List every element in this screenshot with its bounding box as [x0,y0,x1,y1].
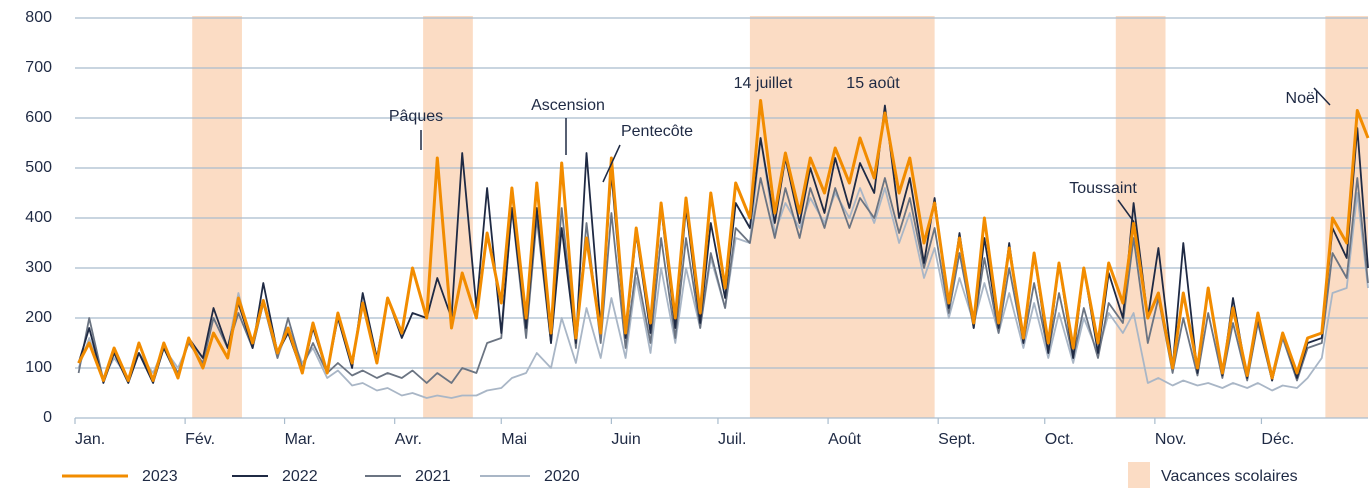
annotation: 15 août [846,75,900,92]
y-tick-label: 400 [25,209,52,226]
legend-label: 2021 [415,468,451,485]
x-tick-label: Août [828,431,861,448]
vacation-band [192,16,242,418]
y-tick-label: 300 [25,259,52,276]
grid: 0 100 200 300 400 500 600 700 800 Jan. Fév. Mar. Avr… [25,9,1368,448]
annotations: Pâques Ascension Pentecôte 14 juillet 15 aoû… [389,75,1331,223]
legend-label: 2023 [142,468,178,485]
y-tick-label: 600 [25,109,52,126]
x-tick-label: Nov. [1155,431,1187,448]
y-tick-label: 700 [25,59,52,76]
leader [1313,87,1331,106]
annotation: 14 juillet [734,75,793,92]
x-tick-label: Avr. [395,431,422,448]
legend-swatch [1128,462,1150,488]
legend-label: 2020 [544,468,580,485]
annotation: Pâques [389,108,443,125]
x-tick-label: Fév. [185,431,215,448]
legend: 2023 2022 2021 2020 Vacances scolaires [62,462,1298,488]
annotation: Toussaint [1069,180,1137,197]
series-line [77,99,1370,382]
y-tick-label: 200 [25,309,52,326]
vacation-band [423,16,473,418]
legend-label: 2022 [282,468,318,485]
x-tick-label: Juin [611,431,640,448]
legend-label: Vacances scolaires [1161,468,1298,485]
x-tick-label: Mar. [285,431,316,448]
x-tick-label: Juil. [718,431,746,448]
y-tick-label: 500 [25,159,52,176]
leader [1117,199,1135,223]
x-tick-label: Déc. [1261,431,1294,448]
annotation: Ascension [531,97,605,114]
x-tick-label: Sept. [938,431,975,448]
y-tick-label: 100 [25,359,52,376]
x-tick-label: Mai [501,431,527,448]
lines [77,99,1370,399]
y-tick-label: 800 [25,9,52,26]
annotation: Noël [1286,90,1319,107]
x-tick-label: Oct. [1045,431,1074,448]
vacation-band [1115,16,1166,418]
x-tick-label: Jan. [75,431,105,448]
leader [602,144,621,183]
y-tick-label: 0 [43,409,52,426]
series-line [77,177,1369,384]
annotation: Pentecôte [621,123,693,140]
series-line [77,104,1369,384]
